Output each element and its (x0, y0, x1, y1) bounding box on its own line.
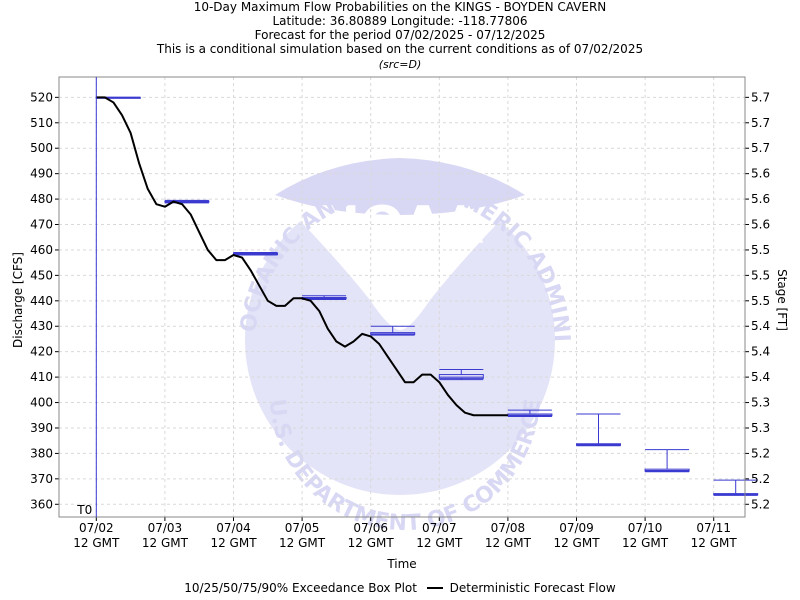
axes: 360 370 380 390 400 410 420 430 440 450 460 470 480 4… (30, 76, 770, 550)
legend-line-swatch (426, 586, 443, 589)
boxplot-box (438, 374, 484, 379)
y-tick-label: 420 (30, 345, 53, 359)
boxplot (713, 479, 759, 496)
y-tick-label: 360 (30, 497, 53, 511)
noaa-logo-text: NOAA (317, 196, 484, 256)
y-tick-label: 490 (30, 167, 53, 181)
x-tick-label-date: 07/08 (491, 521, 526, 535)
boxplot (576, 413, 621, 447)
x-tick-label-hour: 12 GMT (622, 536, 669, 550)
x-tick-label-hour: 12 GMT (142, 536, 189, 550)
y-tick-label: 380 (30, 446, 53, 460)
y2-tick-label: 5.3 (751, 396, 770, 410)
x-tick-label-date: 07/10 (628, 521, 663, 535)
boxplot (438, 368, 484, 381)
simulation-note-line: This is a conditional simulation based o… (156, 42, 644, 56)
y2-axis-label: Stage [FT] (775, 269, 789, 331)
x-tick-label-date: 07/03 (148, 521, 183, 535)
y-tick-label: 410 (30, 370, 53, 384)
noaa-watermark: NOAA NATIONAL OCEANIC AND ATMOSPHERIC AD… (0, 0, 574, 536)
x-tick-label-hour: 12 GMT (210, 536, 257, 550)
y-tick-label: 500 (30, 141, 53, 155)
boxplot (233, 251, 278, 256)
y-axis-label: Discharge [CFS] (11, 252, 25, 348)
y-tick-label: 450 (30, 268, 53, 282)
x-tick-label-date: 07/04 (216, 521, 251, 535)
y-tick-label: 370 (30, 472, 53, 486)
y2-tick-label: 5.7 (751, 141, 770, 155)
y2-tick-label: 5.5 (751, 294, 770, 308)
legend: 10/25/50/75/90% Exceedance Box Plot Dete… (0, 580, 800, 595)
x-tick-label-hour: 12 GMT (485, 536, 532, 550)
x-tick-label-hour: 12 GMT (691, 536, 738, 550)
deterministic-forecast-line (96, 96, 508, 417)
boxplot (507, 409, 553, 418)
deterministic-series (96, 96, 508, 417)
x-tick-label-date: 07/05 (285, 521, 320, 535)
legend-line-label: Deterministic Forecast Flow (449, 580, 616, 595)
x-tick-label-hour: 12 GMT (279, 536, 326, 550)
x-tick-label-hour: 12 GMT (416, 536, 463, 550)
y2-tick-label: 5.7 (751, 90, 770, 104)
y2-tick-label: 5.6 (751, 192, 770, 206)
y2-tick-label: 5.4 (751, 345, 770, 359)
noaa-upper-wing (275, 158, 525, 215)
x-tick-label-date: 07/07 (422, 521, 457, 535)
chart-title: 10-Day Maximum Flow Probabilities on the… (193, 0, 607, 14)
legend-box-label: 10/25/50/75/90% Exceedance Box Plot (184, 580, 417, 595)
y2-tick-label: 5.6 (751, 167, 770, 181)
y2-tick-label: 5.7 (751, 116, 770, 130)
y-tick-label: 430 (30, 319, 53, 333)
x-tick-label-date: 07/09 (559, 521, 594, 535)
y-tick-label: 400 (30, 396, 53, 410)
y2-tick-label: 5.5 (751, 268, 770, 282)
y-tick-label: 460 (30, 243, 53, 257)
x-axis-label: Time (386, 557, 416, 571)
y-tick-label: 480 (30, 192, 53, 206)
x-tick-label-date: 07/06 (353, 521, 388, 535)
y2-tick-label: 5.5 (751, 243, 770, 257)
y2-tick-label: 5.2 (751, 472, 770, 486)
x-tick-label-hour: 12 GMT (348, 536, 395, 550)
forecast-period-line: Forecast for the period 07/02/2025 - 07/… (254, 28, 546, 42)
y2-tick-label: 5.6 (751, 218, 770, 232)
t0-label: T0 (76, 503, 92, 517)
exceedance-boxplots (95, 96, 759, 496)
y-tick-label: 520 (30, 90, 53, 104)
x-tick-label-date: 07/02 (79, 521, 114, 535)
boxplot (644, 449, 690, 473)
x-tick-label-date: 07/11 (696, 521, 731, 535)
boxplot (370, 325, 416, 336)
y2-tick-label: 5.2 (751, 497, 770, 511)
x-tick-label-hour: 12 GMT (553, 536, 600, 550)
y2-tick-label: 5.4 (751, 370, 770, 384)
boxplot (164, 199, 210, 204)
y-tick-label: 470 (30, 218, 53, 232)
y-tick-label: 440 (30, 294, 53, 308)
plot-frame (58, 76, 746, 518)
noaa-globe (245, 185, 555, 495)
source-line: (src=D) (378, 58, 422, 71)
y2-tick-label: 5.2 (751, 446, 770, 460)
x-tick-label-hour: 12 GMT (73, 536, 120, 550)
y-tick-label: 390 (30, 421, 53, 435)
y-tick-label: 510 (30, 116, 53, 130)
y2-tick-label: 5.3 (751, 421, 770, 435)
location-line: Latitude: 36.80889 Longitude: -118.77806 (272, 14, 528, 28)
y2-tick-label: 5.4 (751, 319, 770, 333)
